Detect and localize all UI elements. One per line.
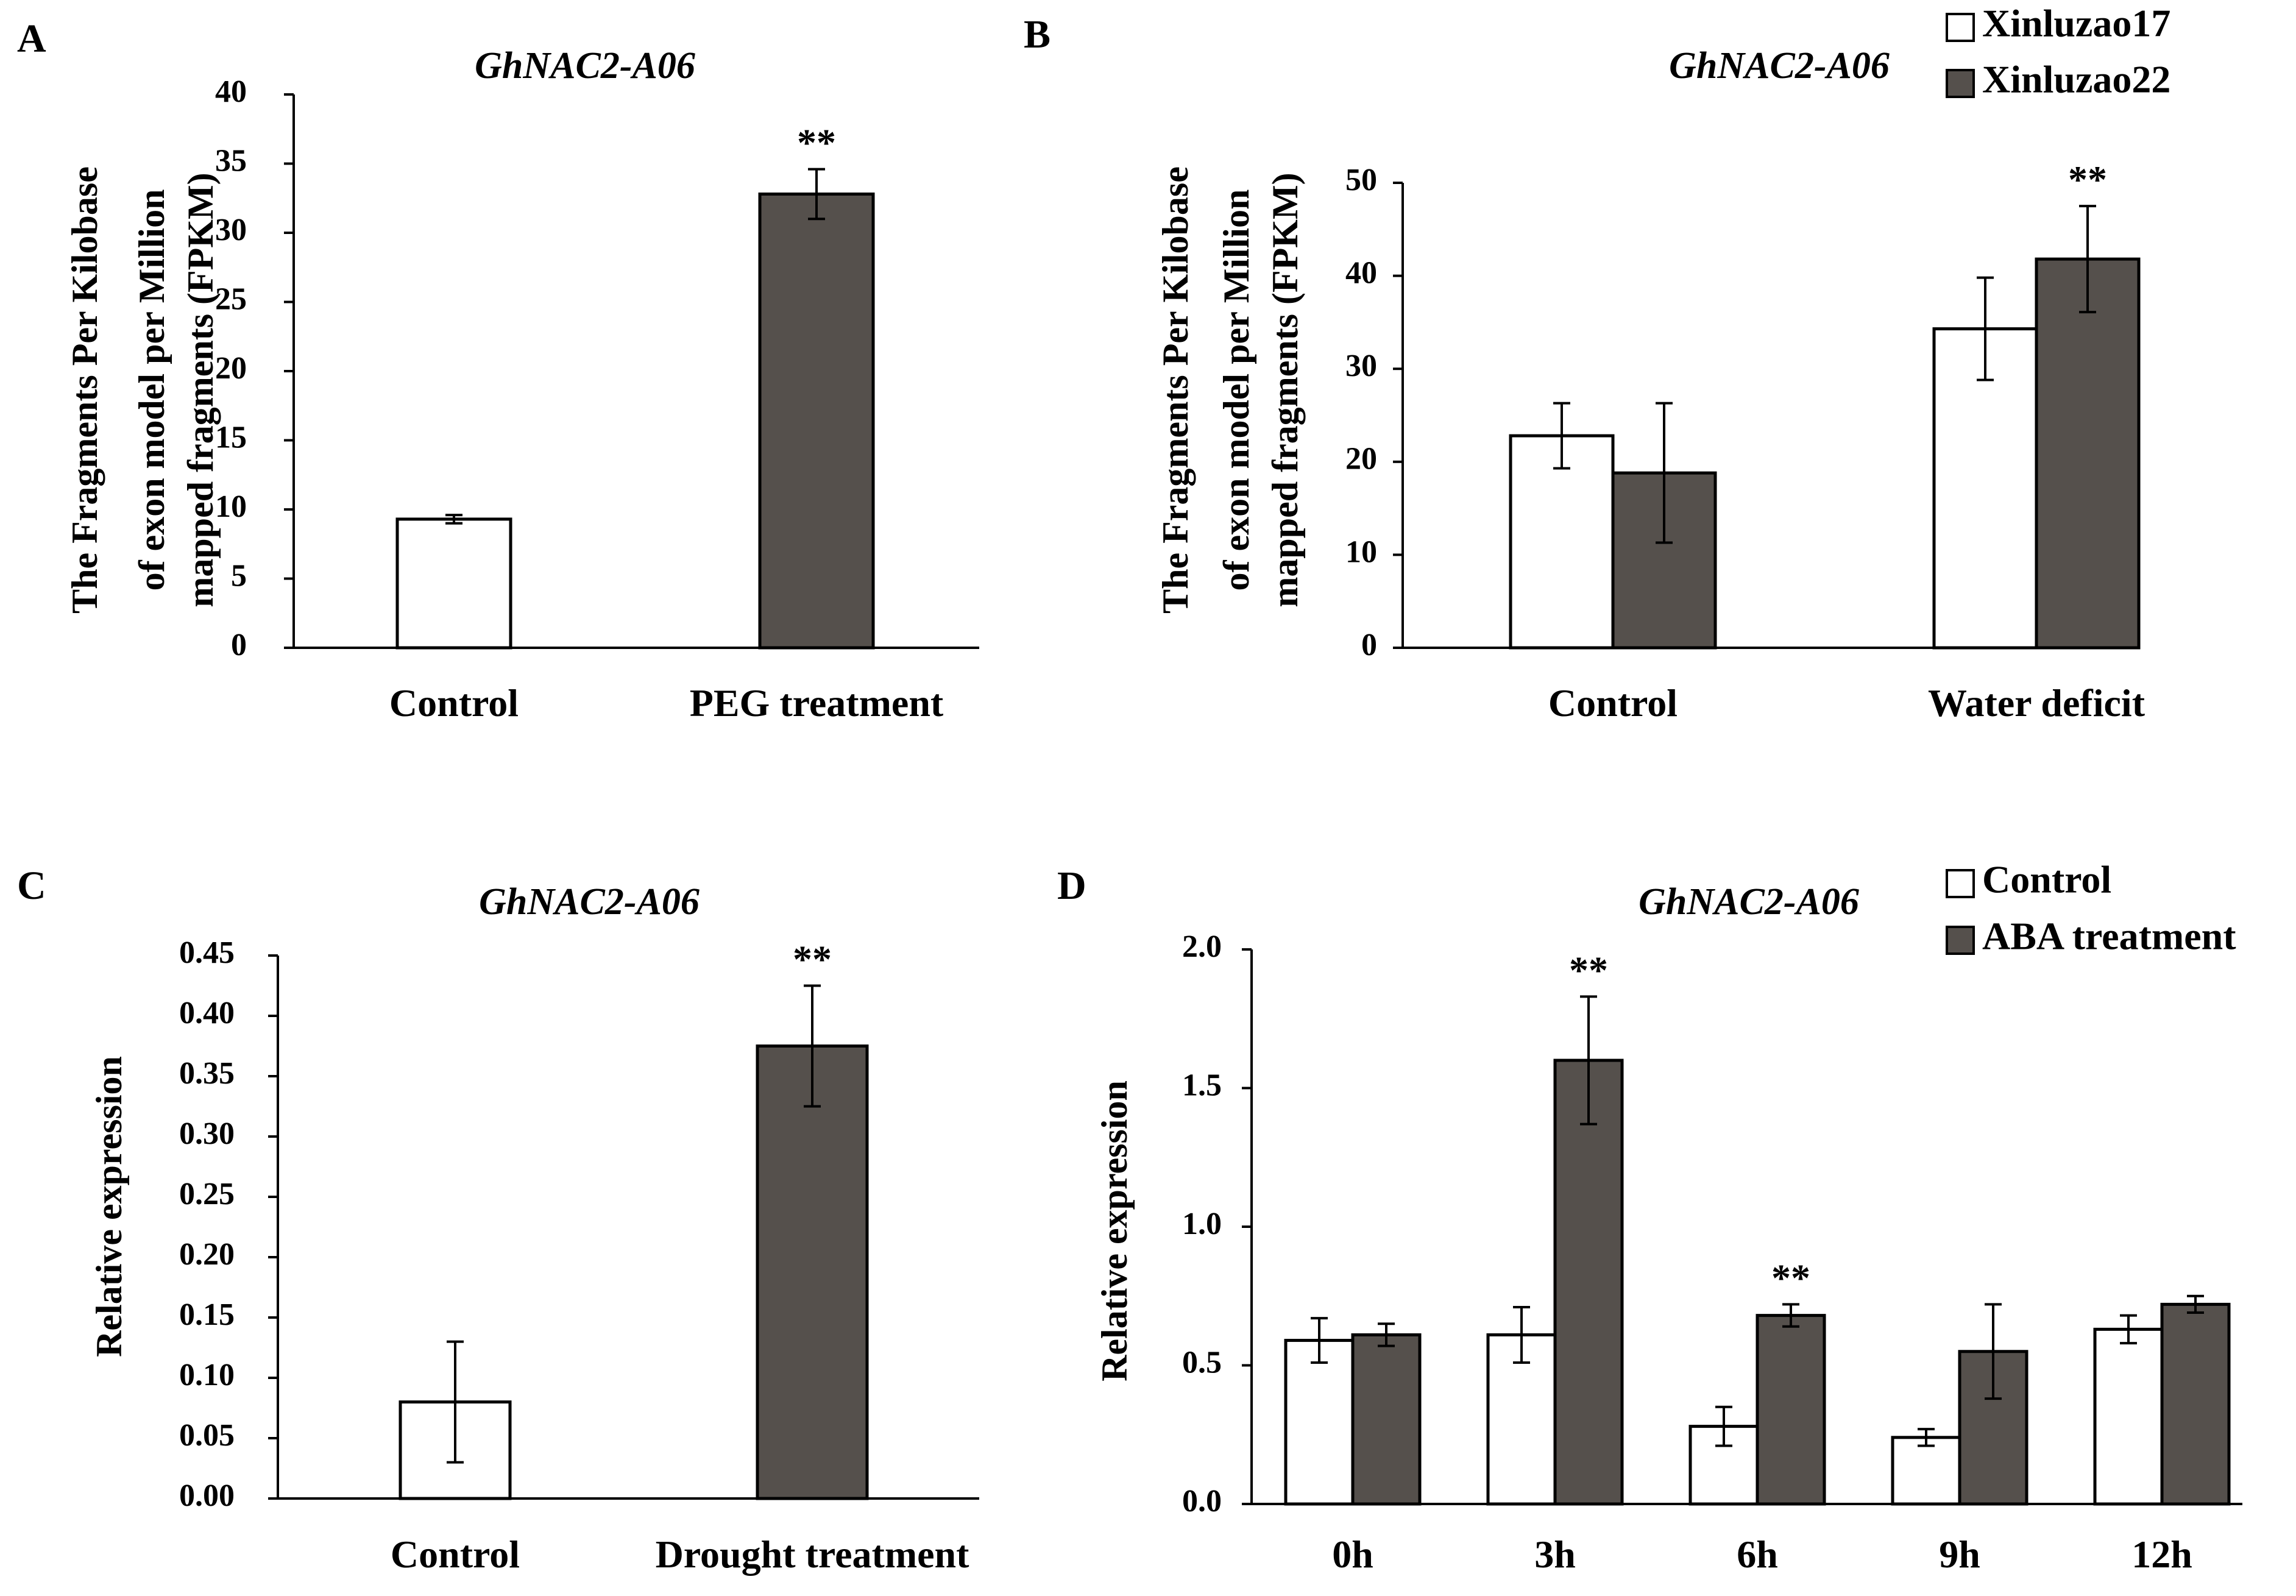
y-axis-label: Relative expression [1094, 1080, 1135, 1381]
y-tick-label: 20 [1345, 442, 1377, 477]
y-tick-label: 50 [1345, 163, 1377, 197]
x-category-label: Water deficit [1928, 681, 2145, 725]
panel-letter: A [17, 16, 46, 61]
y-tick-label: 0.25 [179, 1177, 235, 1211]
chart-title: GhNAC2-A06 [479, 881, 700, 923]
legend-swatch [1946, 926, 1975, 955]
y-tick-label: 40 [1345, 256, 1377, 291]
significance-marker: ** [797, 121, 836, 165]
chart-panel-b: B GhNAC2-A06 The Fragments Per Kilobase of … [1024, 2, 2170, 725]
chart-panel-c: C GhNAC2-A06 Relative expression 0.00 0.05 0.… [17, 864, 979, 1576]
panel-letter: C [17, 864, 46, 908]
legend-label: Xinluzao17 [1982, 2, 2170, 45]
y-axis-label: of exon model per Million [1216, 190, 1256, 591]
y-tick-label: 0.0 [1182, 1484, 1222, 1519]
bar [1891, 1436, 1961, 1506]
x-category-label: PEG treatment [690, 681, 944, 725]
chart-title: GhNAC2-A06 [1669, 45, 1890, 87]
x-category-label: Control [391, 1533, 520, 1576]
chart-title: GhNAC2-A06 [475, 45, 695, 87]
y-axis-label: The Fragments Per Kilobase [1155, 166, 1196, 614]
y-axis-label: mapped fragments (FPKM) [180, 172, 221, 607]
y-tick-label: 0.5 [1182, 1345, 1222, 1380]
significance-marker: ** [793, 938, 832, 981]
chart-panel-a: A GhNAC2-A06 The Fragments Per Kilobase of … [17, 16, 979, 725]
bar [756, 1044, 869, 1500]
significance-marker: ** [2068, 158, 2107, 201]
y-tick-label: 30 [215, 213, 247, 247]
x-category-label: Control [389, 681, 519, 725]
y-tick-label: 0.05 [179, 1418, 235, 1453]
y-axis-label: The Fragments Per Kilobase [65, 166, 105, 614]
legend-swatch [1946, 13, 1975, 42]
bar [1932, 327, 2038, 650]
y-tick-label: 40 [215, 74, 247, 109]
legend-swatch [1946, 869, 1975, 898]
bar [2035, 257, 2141, 650]
y-tick-label: 1.5 [1182, 1068, 1222, 1102]
panel-letter: B [1024, 12, 1051, 57]
legend-swatch [1946, 69, 1975, 98]
x-category-label: 9h [1939, 1533, 1980, 1576]
y-tick-label: 0 [231, 628, 247, 662]
y-tick-label: 0.20 [179, 1237, 235, 1272]
chart-panel-d: D GhNAC2-A06 Relative expression 0.0 0.5 1.0 1… [1057, 858, 2242, 1576]
bar [2160, 1302, 2231, 1506]
y-tick-label: 0.40 [179, 996, 235, 1030]
y-axis-label: of exon model per Million [132, 190, 172, 591]
y-tick-label: 2.0 [1182, 929, 1222, 964]
y-axis-label: mapped fragments (FPKM) [1265, 172, 1305, 607]
y-tick-label: 1.0 [1182, 1207, 1222, 1241]
y-tick-label: 0.10 [179, 1358, 235, 1392]
y-tick-label: 10 [1345, 534, 1377, 569]
legend-label: ABA treatment [1982, 915, 2236, 958]
x-category-label: 0h [1332, 1533, 1373, 1576]
bar [1351, 1333, 1422, 1506]
bar [2093, 1327, 2164, 1506]
legend-label: Xinluzao22 [1982, 58, 2170, 101]
y-tick-label: 10 [215, 489, 247, 524]
x-category-label: Drought treatment [656, 1533, 970, 1576]
significance-marker: ** [1569, 948, 1608, 991]
y-axis-label: Relative expression [89, 1056, 129, 1357]
x-category-label: 3h [1534, 1533, 1576, 1576]
panel-letter: D [1057, 864, 1086, 908]
bar [1756, 1314, 1826, 1506]
y-tick-label: 35 [215, 143, 247, 178]
bar [758, 192, 875, 650]
chart-title: GhNAC2-A06 [1639, 881, 1859, 923]
y-tick-label: 0.00 [179, 1478, 235, 1513]
y-tick-label: 0.30 [179, 1116, 235, 1151]
y-tick-label: 30 [1345, 349, 1377, 383]
bar [1284, 1339, 1355, 1506]
y-tick-label: 5 [231, 558, 247, 593]
y-tick-label: 15 [215, 420, 247, 455]
bar [395, 517, 512, 650]
bar [1553, 1059, 1624, 1506]
x-category-label: 6h [1737, 1533, 1778, 1576]
y-tick-label: 0.45 [179, 935, 235, 970]
y-tick-label: 0 [1361, 628, 1377, 662]
y-tick-label: 25 [215, 282, 247, 316]
y-tick-label: 0.35 [179, 1056, 235, 1091]
y-tick-label: 0.15 [179, 1297, 235, 1332]
significance-marker: ** [1771, 1256, 1810, 1299]
x-category-label: Control [1548, 681, 1678, 725]
x-category-label: 12h [2131, 1533, 2192, 1576]
legend-label: Control [1982, 858, 2111, 901]
y-tick-label: 20 [215, 351, 247, 386]
